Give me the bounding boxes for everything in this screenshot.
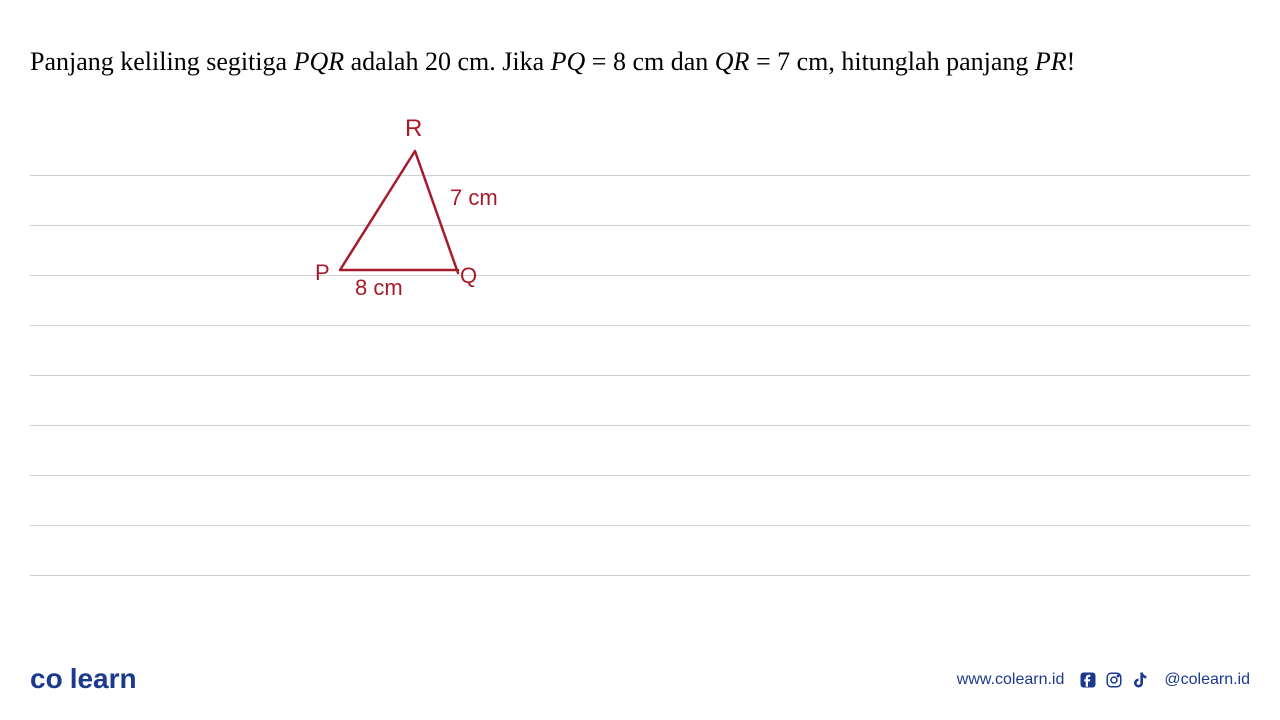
rule-line — [30, 225, 1250, 275]
triangle-diagram: R P Q 7 cm 8 cm — [310, 115, 510, 315]
website-url: www.colearn.id — [957, 671, 1065, 689]
social-handle: @colearn.id — [1164, 671, 1250, 689]
question-pqr: PQR — [294, 47, 345, 76]
question-pq: PQ — [551, 47, 586, 76]
rule-line — [30, 475, 1250, 525]
footer: co learn www.colearn.id — [30, 663, 1250, 696]
rule-line — [30, 175, 1250, 225]
facebook-icon — [1078, 670, 1098, 690]
tiktok-icon — [1130, 670, 1150, 690]
instagram-icon — [1104, 670, 1124, 690]
question-part-1: Panjang keliling segitiga — [30, 47, 294, 76]
rule-line — [30, 575, 1250, 625]
question-area: Panjang keliling segitiga PQR adalah 20 … — [0, 0, 1280, 84]
triangle-svg — [310, 115, 510, 315]
edge-label-qr: 7 cm — [450, 185, 498, 211]
question-part-5: ! — [1067, 47, 1076, 76]
vertex-label-r: R — [405, 115, 422, 143]
rule-line — [30, 525, 1250, 575]
logo: co learn — [30, 663, 137, 696]
logo-learn: learn — [70, 663, 137, 694]
social-icons — [1078, 670, 1150, 690]
rule-line — [30, 325, 1250, 375]
question-part-4: = 7 cm, hitunglah panjang — [749, 47, 1034, 76]
rule-line — [30, 275, 1250, 325]
question-text: Panjang keliling segitiga PQR adalah 20 … — [30, 40, 1250, 84]
edge-label-pq: 8 cm — [355, 275, 403, 301]
question-qr: QR — [715, 47, 750, 76]
question-part-2: adalah 20 cm. Jika — [344, 47, 551, 76]
question-part-3: = 8 cm dan — [585, 47, 714, 76]
ruled-lines — [30, 175, 1250, 625]
rule-line — [30, 375, 1250, 425]
logo-co: co — [30, 663, 63, 694]
logo-dot — [63, 664, 70, 695]
footer-right: www.colearn.id @colearn. — [957, 670, 1250, 690]
rule-line — [30, 425, 1250, 475]
triangle-path — [340, 151, 458, 273]
vertex-label-q: Q — [460, 263, 477, 289]
question-pr: PR — [1035, 47, 1067, 76]
vertex-label-p: P — [315, 260, 330, 286]
